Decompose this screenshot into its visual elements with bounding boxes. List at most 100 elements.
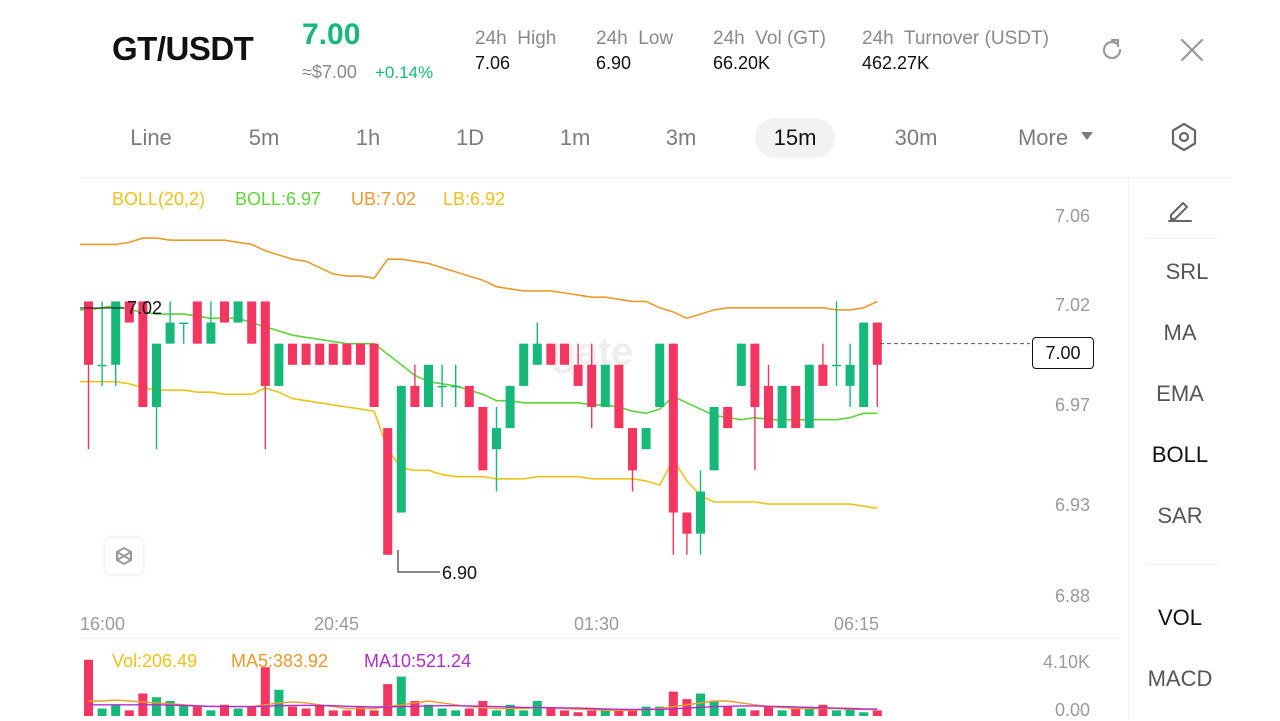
volume-bar xyxy=(832,710,841,716)
candle xyxy=(165,301,175,344)
candle-body xyxy=(655,343,665,407)
candle-body xyxy=(560,343,569,365)
volume-bar xyxy=(233,708,243,716)
volume-bar xyxy=(97,708,107,716)
stat-vol-value: 66.20K xyxy=(713,53,771,73)
indicator-sar[interactable]: SAR xyxy=(1157,503,1203,528)
fit-view-icon[interactable] xyxy=(105,538,143,574)
candle-body xyxy=(628,428,637,471)
x-tick: 16:00 xyxy=(80,614,126,634)
candle-body xyxy=(464,385,474,407)
candle-body xyxy=(84,301,93,365)
indicator-ma[interactable]: MA xyxy=(1163,320,1197,345)
volume-bar xyxy=(560,710,569,716)
volume-bar xyxy=(451,710,461,716)
volume-bar xyxy=(845,708,855,716)
volume-bar xyxy=(764,706,773,716)
legend-boll-lb: LB:6.92 xyxy=(443,189,506,209)
boll-lines xyxy=(80,237,878,510)
close-icon[interactable] xyxy=(1178,36,1206,64)
volume-bar xyxy=(505,704,515,716)
legend-vol: Vol:206.49 xyxy=(112,651,198,671)
x-tick: 06:15 xyxy=(834,614,880,634)
candle-body xyxy=(600,364,610,407)
volume-bar xyxy=(152,697,161,716)
indicator-ema[interactable]: EMA xyxy=(1156,381,1204,406)
indicator-macd[interactable]: MACD xyxy=(1147,666,1213,691)
candle xyxy=(315,343,325,365)
candle xyxy=(342,343,352,365)
volume-bar xyxy=(220,704,229,716)
candle xyxy=(736,343,746,386)
candle-body xyxy=(532,343,542,365)
indicator-srl[interactable]: SRL xyxy=(1165,259,1209,284)
volume-bar xyxy=(587,710,597,716)
tab-30m[interactable]: 30m xyxy=(894,125,938,150)
volume-bar xyxy=(641,706,651,716)
candle-body xyxy=(192,301,202,344)
indicator-vol[interactable]: VOL xyxy=(1157,605,1203,630)
candle xyxy=(832,301,841,386)
candle-body xyxy=(233,301,243,323)
volume-bar xyxy=(614,710,624,716)
tab-1h[interactable]: 1h xyxy=(355,125,381,150)
legend-boll: BOLL(20,2) xyxy=(112,189,206,209)
refresh-icon[interactable] xyxy=(1098,36,1126,64)
candle-body xyxy=(668,343,678,513)
tab-more[interactable]: More xyxy=(1008,118,1078,158)
candle-body xyxy=(832,364,841,367)
tab-line[interactable]: Line xyxy=(130,125,172,150)
candle xyxy=(424,364,433,407)
pencil-icon[interactable] xyxy=(1166,196,1194,222)
volume-bar xyxy=(342,710,352,716)
candle xyxy=(396,385,406,513)
tab-15m[interactable]: 15m xyxy=(755,118,835,158)
volume-bar xyxy=(260,667,270,716)
tab-5m[interactable]: 5m xyxy=(248,125,280,150)
indicator-boll[interactable]: BOLL xyxy=(1151,442,1209,467)
volume-divider xyxy=(80,638,1120,639)
volume-bar xyxy=(410,701,420,716)
volume-bar xyxy=(328,710,338,716)
volume-bar xyxy=(464,708,474,716)
volume-bar xyxy=(124,710,134,716)
candle xyxy=(859,322,869,407)
candle-body xyxy=(138,301,148,407)
candle-body xyxy=(220,301,229,323)
x-tick: 01:30 xyxy=(574,614,620,634)
candle-body xyxy=(492,428,501,450)
candlestick-chart[interactable] xyxy=(0,0,1128,720)
candle xyxy=(97,301,107,386)
settings-icon[interactable] xyxy=(1168,121,1200,153)
candle-body xyxy=(356,343,365,365)
candle xyxy=(682,512,692,555)
candle-body xyxy=(736,343,746,386)
candle xyxy=(546,343,556,365)
boll-mid-line xyxy=(80,304,878,421)
tab-3m[interactable]: 3m xyxy=(665,125,697,150)
tab-1m[interactable]: 1m xyxy=(559,125,591,150)
y-tick: 7.02 xyxy=(1055,295,1091,315)
candle xyxy=(573,343,583,386)
tab-1d[interactable]: 1D xyxy=(455,125,485,150)
candle xyxy=(220,301,229,323)
candle-body xyxy=(301,343,311,365)
candle-body xyxy=(641,428,651,450)
pair-title: GT/USDT xyxy=(112,30,254,67)
candle-body xyxy=(206,322,216,344)
candle xyxy=(628,428,637,492)
stat-low-label: 24h Low xyxy=(596,28,674,49)
volume-bar xyxy=(668,691,678,716)
candle xyxy=(328,343,338,365)
volume-bar xyxy=(573,712,583,716)
candle-body xyxy=(383,428,393,555)
volume-bar xyxy=(818,704,828,716)
side-panel-border xyxy=(1128,178,1129,720)
y-tick: 7.06 xyxy=(1055,206,1091,226)
volume-bar xyxy=(165,701,175,716)
volume-bar xyxy=(532,701,542,716)
usd-price: ≈$7.00 xyxy=(302,62,357,82)
candle-body xyxy=(342,343,352,365)
candle-body xyxy=(396,385,406,513)
candle xyxy=(505,385,515,429)
